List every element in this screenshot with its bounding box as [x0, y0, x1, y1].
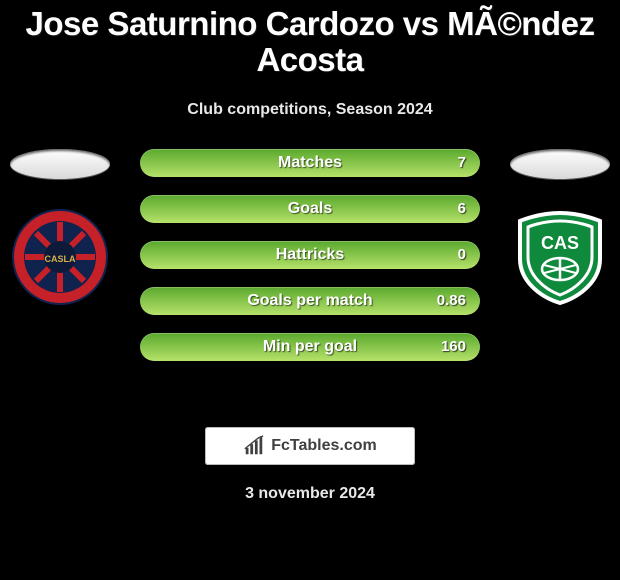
- stat-row: Hattricks 0: [140, 241, 480, 269]
- stat-label: Hattricks: [140, 241, 480, 269]
- svg-text:CASLA: CASLA: [45, 254, 76, 264]
- page-subtitle: Club competitions, Season 2024: [0, 101, 620, 119]
- san-lorenzo-badge-icon: CASLA: [10, 207, 110, 307]
- stat-row: Goals per match 0.86: [140, 287, 480, 315]
- stat-label: Matches: [140, 149, 480, 177]
- player-left-column: CASLA: [0, 149, 120, 409]
- stat-row: Goals 6: [140, 195, 480, 223]
- stat-value: 7: [458, 149, 466, 177]
- club-badge-right: CAS: [510, 207, 610, 307]
- stat-row: Min per goal 160: [140, 333, 480, 361]
- stat-label: Goals per match: [140, 287, 480, 315]
- brand-box: FcTables.com: [205, 427, 415, 465]
- brand-text: FcTables.com: [271, 437, 377, 455]
- comparison-infographic: Jose Saturnino Cardozo vs MÃ©ndez Acosta…: [0, 0, 620, 580]
- player-right-silhouette: [510, 149, 610, 179]
- date-text: 3 november 2024: [0, 485, 620, 503]
- content-area: CASLA CAS Mat: [0, 149, 620, 409]
- player-left-silhouette: [10, 149, 110, 179]
- sarmiento-badge-icon: CAS: [510, 207, 610, 307]
- club-badge-left: CASLA: [10, 207, 110, 307]
- svg-text:CAS: CAS: [541, 233, 579, 253]
- stat-row: Matches 7: [140, 149, 480, 177]
- stat-value: 0.86: [437, 287, 466, 315]
- stat-value: 6: [458, 195, 466, 223]
- stat-label: Goals: [140, 195, 480, 223]
- stat-label: Min per goal: [140, 333, 480, 361]
- stat-value: 160: [441, 333, 466, 361]
- player-right-column: CAS: [500, 149, 620, 409]
- page-title: Jose Saturnino Cardozo vs MÃ©ndez Acosta: [0, 0, 620, 79]
- stat-value: 0: [458, 241, 466, 269]
- bar-chart-icon: [243, 435, 265, 457]
- stats-container: Matches 7 Goals 6 Hattricks 0 Goals per …: [140, 149, 480, 379]
